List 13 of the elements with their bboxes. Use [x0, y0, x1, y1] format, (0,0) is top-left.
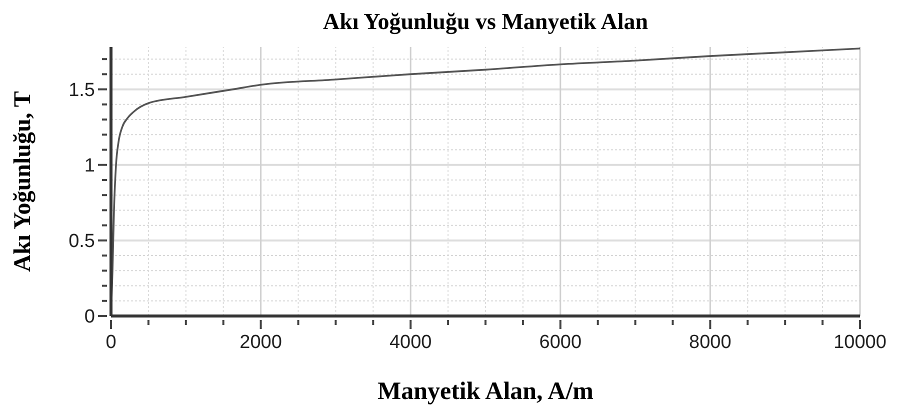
x-tick-label: 8000 [689, 332, 732, 353]
y-tick-label: 1 [84, 156, 95, 177]
y-tick-label: 0 [84, 306, 95, 328]
x-tick-label: 10000 [834, 332, 886, 353]
x-tick-label: 6000 [539, 332, 582, 353]
x-tick-label: 4000 [389, 332, 432, 353]
x-axis-title: Manyetik Alan, A/m [378, 378, 594, 405]
y-axis-title: Akı Yoğunluğu, T [10, 91, 36, 272]
x-tick-label: 0 [106, 332, 116, 353]
y-tick-label: 1.5 [68, 80, 95, 101]
x-tick-label: 2000 [240, 332, 282, 353]
y-tick-label: 0.5 [68, 231, 95, 252]
chart-title: Akı Yoğunluğu vs Manyetik Alan [322, 9, 648, 35]
